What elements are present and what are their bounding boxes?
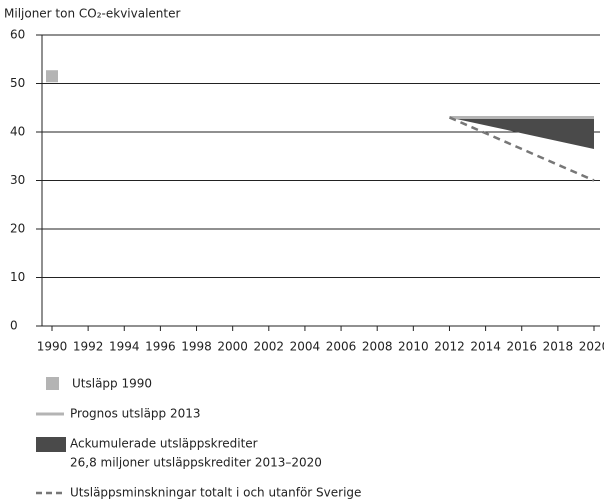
x-tick-label: 2016 [506, 340, 537, 354]
marker [46, 70, 58, 83]
x-tick-label: 2010 [398, 340, 429, 354]
x-tick-label: 2004 [290, 340, 321, 354]
x-tick-label: 1998 [181, 340, 212, 354]
x-tick-label: 2000 [217, 340, 248, 354]
y-tick-label: 30 [10, 173, 25, 187]
dashed-line [448, 116, 595, 182]
legend-description: 26,8 miljoner utsläppskrediter 2013–2020 [70, 456, 322, 470]
x-tick-label: 2020 [579, 340, 604, 354]
x-tick-label: 1996 [145, 340, 176, 354]
legend-label: Utsläpp 1990 [72, 377, 152, 391]
x-tick-label: 2014 [470, 340, 501, 354]
x-tick-label: 1992 [73, 340, 104, 354]
legend-swatch [36, 437, 66, 452]
legend-swatch [46, 377, 59, 390]
x-tick-label: 2002 [254, 340, 285, 354]
x-tick-label: 2006 [326, 340, 357, 354]
x-tick-label: 2012 [434, 340, 465, 354]
x-tick-label: 2018 [543, 340, 574, 354]
legend-label: Prognos utsläpp 2013 [70, 407, 201, 421]
x-tick-label: 1990 [37, 340, 68, 354]
x-tick-label: 1994 [109, 340, 140, 354]
y-tick-label: 10 [10, 270, 25, 284]
y-tick-label: 50 [10, 76, 25, 90]
y-tick-label: 60 [10, 28, 25, 42]
x-tick-label: 2008 [362, 340, 393, 354]
y-tick-label: 40 [10, 125, 25, 139]
area [449, 117, 594, 149]
legend-label: Utsläppsminskningar totalt i och utanför… [70, 486, 361, 500]
legend-label: Ackumulerade utsläppskrediter [70, 437, 258, 451]
y-tick-label: 0 [10, 319, 18, 333]
y-tick-label: 20 [10, 222, 25, 236]
y-axis-title: Miljoner ton CO₂-ekvivalenter [4, 7, 180, 21]
